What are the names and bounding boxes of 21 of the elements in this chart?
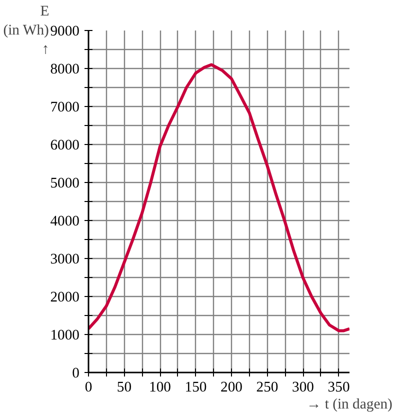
y-tick-label: 7000 <box>50 100 80 116</box>
x-tick-label: 250 <box>256 380 278 396</box>
x-tick-label: 100 <box>149 380 171 396</box>
y-tick-label: 9000 <box>50 24 80 40</box>
y-axis-title: E (in Wh) ↑ <box>3 3 50 58</box>
line-series <box>88 63 350 332</box>
x-axis-title: → t (in dagen) <box>306 396 393 412</box>
y-tick-label: 8000 <box>50 62 80 78</box>
x-tick-label: 350 <box>328 380 350 396</box>
y-tick-label: 1000 <box>50 328 80 344</box>
y-tick-label: 0 <box>72 366 80 382</box>
x-tick-label: 0 <box>84 380 92 396</box>
y-tick-label: 5000 <box>50 176 80 192</box>
x-tick-label: 200 <box>220 380 243 396</box>
x-tick-label: 50 <box>116 380 132 396</box>
y-tick-label: 3000 <box>50 252 80 268</box>
x-tick-label: 150 <box>184 380 207 396</box>
y-tick-label: 6000 <box>50 138 80 154</box>
x-tick-label: 300 <box>292 380 314 396</box>
y-tick-label: 2000 <box>50 290 80 306</box>
y-tick-label: 4000 <box>50 214 80 230</box>
